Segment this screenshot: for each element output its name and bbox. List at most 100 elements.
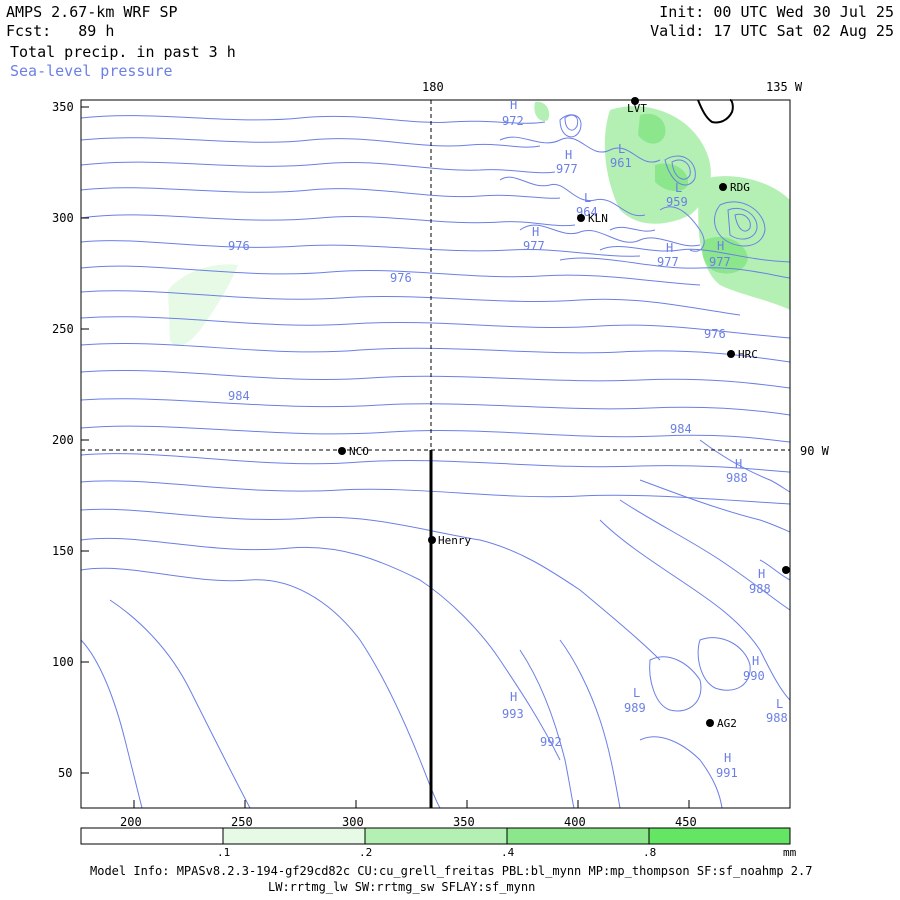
pressure-center-type: H: [735, 457, 742, 471]
contour-label: 992: [540, 735, 562, 749]
colorbar-units: mm: [783, 846, 797, 859]
precip-core-3: [702, 236, 748, 274]
contour-label: 984: [670, 422, 692, 436]
contour-label: 984: [228, 389, 250, 403]
colorbar: .1 .2 .4 .8 mm: [80, 827, 797, 859]
precip-area-east: [698, 176, 790, 310]
pressure-center-type: H: [724, 751, 731, 765]
colorbar-label: .4: [501, 846, 515, 859]
pressure-center-value: 989: [624, 701, 646, 715]
contour-label: 976: [704, 327, 726, 341]
meridian-label-180: 180: [422, 80, 444, 94]
precip-core-2: [655, 163, 689, 192]
x-tick-label: 450: [675, 815, 697, 829]
station-marker-ag2: [706, 719, 714, 727]
station-marker-kln: [577, 214, 585, 222]
fcst-label: Fcst:: [6, 22, 52, 40]
meridian-label-90w: 90 W: [800, 444, 830, 458]
y-tick-label: 50: [58, 766, 72, 780]
contour-label: 976: [228, 239, 250, 253]
colorbar-label: .1: [217, 846, 230, 859]
x-tick-label: 200: [120, 815, 142, 829]
pressure-center-value: 972: [502, 114, 524, 128]
y-tick-label: 300: [52, 211, 74, 225]
model-title: AMPS 2.67-km WRF SP: [6, 3, 178, 21]
pressure-center-value: 961: [610, 156, 632, 170]
x-tick-label: 400: [564, 815, 586, 829]
precip-area-west: [168, 264, 238, 347]
y-tick-label: 100: [52, 655, 74, 669]
precip-core-1: [638, 113, 666, 144]
y-axis: 350 300 250 200 150 100 50: [52, 100, 89, 780]
pressure-center-value: 988: [726, 471, 748, 485]
pressure-center-value: 990: [743, 669, 765, 683]
pressure-center-type: H: [510, 98, 517, 112]
station-label-ag2: AG2: [717, 717, 737, 730]
colorbar-bin-0: [80, 827, 224, 845]
stations: LVT RDG KLN HRC NCO Henry AG2: [338, 97, 790, 730]
pressure-center-value: 959: [666, 195, 688, 209]
pressure-center-value: 977: [657, 255, 679, 269]
station-marker-hrc: [727, 350, 735, 358]
station-label-henry: Henry: [438, 534, 471, 547]
field-sea-level-pressure: Sea-level pressure: [10, 62, 173, 80]
meridian-label-135w: 135 W: [766, 80, 803, 94]
pressure-centers: H 972 L 961 H 977 L 959 L 964 H 977 H 97…: [502, 98, 788, 780]
model-info-line1: Model Info: MPASv8.2.3-194-gf29cd82c CU:…: [90, 864, 813, 878]
contour-labels: 976 976 984 984 976 992: [228, 239, 726, 749]
model-info-line2: LW:rrtmg_lw SW:rrtmg_sw SFLAY:sf_mynn: [268, 880, 536, 894]
station-marker-nco: [338, 447, 346, 455]
pressure-center-type: L: [633, 686, 640, 700]
pressure-center-type: L: [675, 181, 682, 195]
x-tick-label: 300: [342, 815, 364, 829]
pressure-center-value: 977: [709, 255, 731, 269]
forecast-hour: Fcst: 89 h: [6, 22, 114, 40]
pressure-center-value: 977: [523, 239, 545, 253]
valid-time: Valid: 17 UTC Sat 02 Aug 25: [650, 22, 894, 40]
station-label-nco: NCO: [349, 445, 369, 458]
precip-core-4: [534, 101, 550, 121]
pressure-center-type: L: [584, 191, 591, 205]
coastline: [697, 99, 734, 124]
pressure-center-value: 991: [716, 766, 738, 780]
pressure-center-type: H: [532, 225, 539, 239]
pressure-contours: [80, 114, 791, 809]
pressure-center-value: 993: [502, 707, 524, 721]
pressure-center-type: H: [758, 567, 765, 581]
init-time: Init: 00 UTC Wed 30 Jul 25: [659, 3, 894, 21]
pressure-center-type: H: [510, 690, 517, 704]
station-marker-henry: [428, 536, 436, 544]
colorbar-bin-2: [364, 827, 508, 845]
x-axis: 200 250 300 350 400 450: [120, 800, 697, 829]
precip-shading: [168, 101, 790, 347]
pressure-center-type: H: [666, 241, 673, 255]
y-tick-label: 350: [52, 100, 74, 114]
station-label-hrc: HRC: [738, 348, 758, 361]
y-tick-label: 150: [52, 544, 74, 558]
station-marker-rdg: [719, 183, 727, 191]
contour-label: 976: [390, 271, 412, 285]
colorbar-label: .2: [359, 846, 372, 859]
colorbar-bin-4: [648, 827, 791, 845]
plot-frame: [80, 99, 791, 809]
station-marker-lvt: [631, 97, 639, 105]
colorbar-bin-3: [506, 827, 650, 845]
station-label-kln: KLN: [588, 212, 608, 225]
pressure-center-type: H: [565, 148, 572, 162]
field-total-precip: Total precip. in past 3 h: [10, 43, 236, 61]
pressure-center-type: H: [717, 239, 724, 253]
x-tick-label: 250: [231, 815, 253, 829]
colorbar-bin-1: [222, 827, 366, 845]
x-tick-label: 350: [453, 815, 475, 829]
y-tick-label: 250: [52, 322, 74, 336]
station-label-lvt: LVT: [627, 102, 647, 115]
pressure-center-type: H: [752, 654, 759, 668]
station-marker-unnamed: [782, 566, 790, 574]
pressure-center-value: 988: [749, 582, 771, 596]
y-tick-label: 200: [52, 433, 74, 447]
colorbar-label: .8: [643, 846, 656, 859]
pressure-center-type: L: [618, 142, 625, 156]
pressure-center-value: 988: [766, 711, 788, 725]
station-label-rdg: RDG: [730, 181, 750, 194]
